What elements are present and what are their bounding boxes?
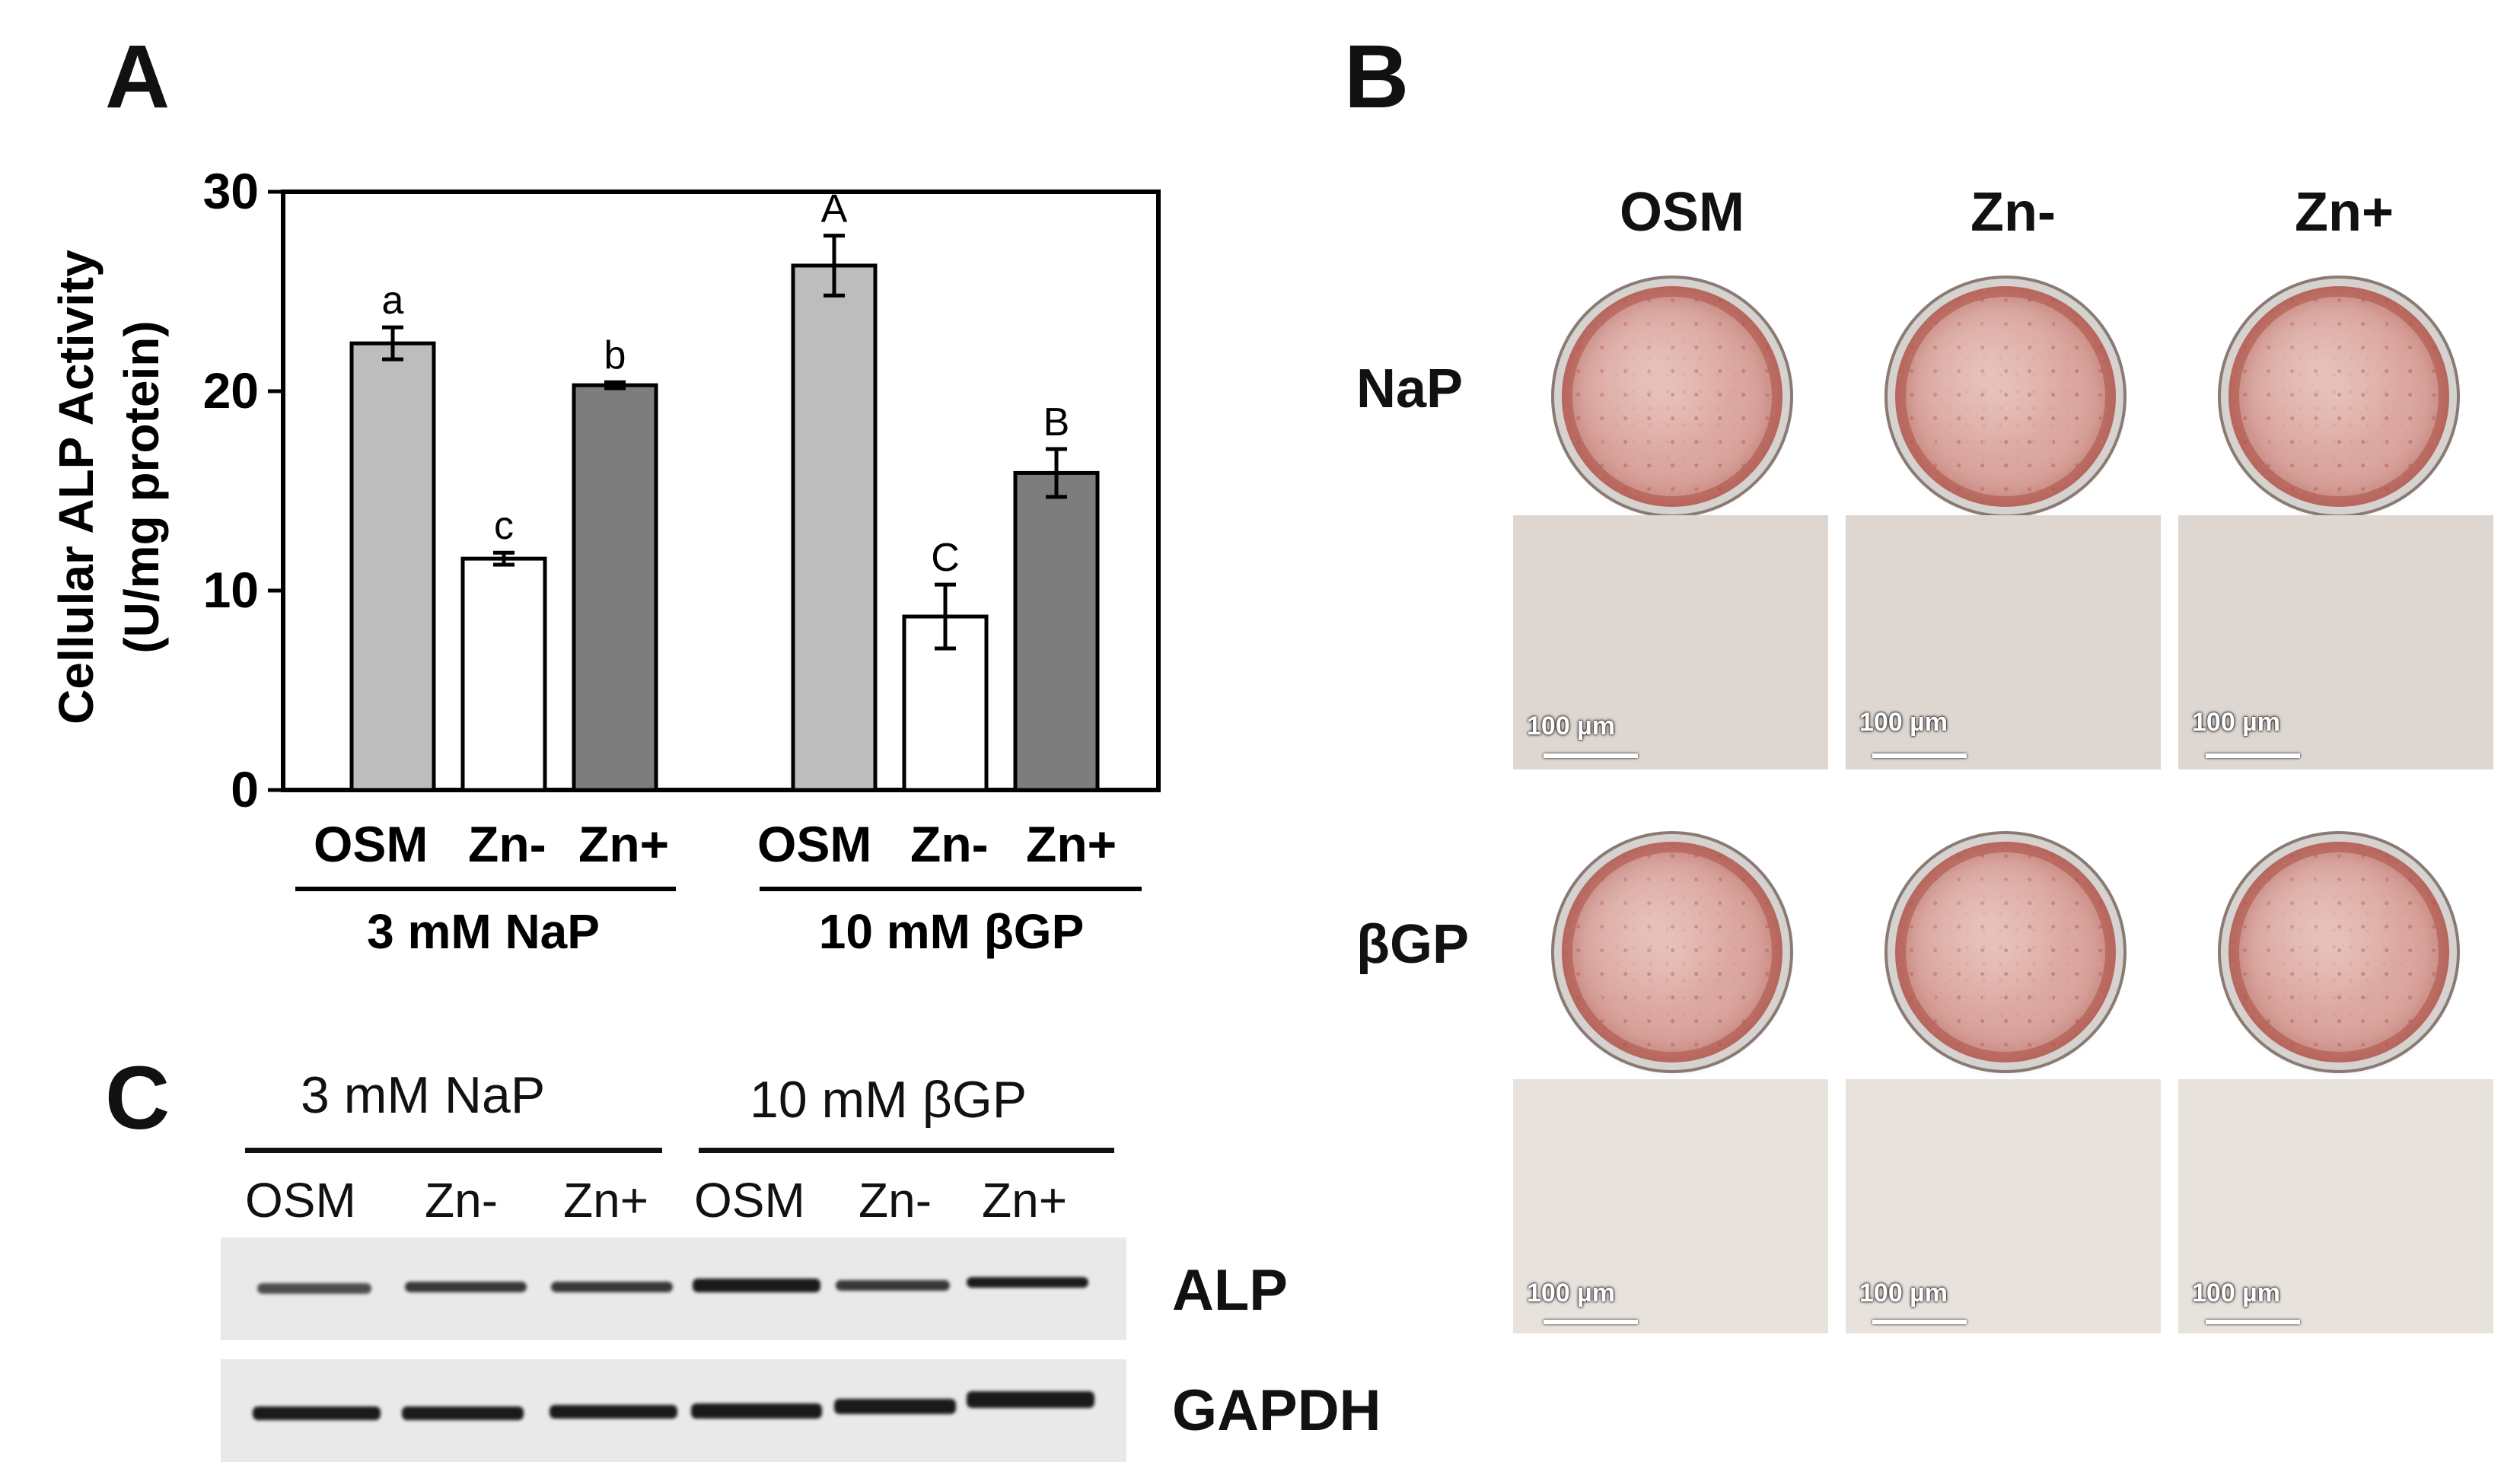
blot-band xyxy=(550,1405,677,1419)
bar xyxy=(349,341,436,792)
micrograph-nap-osm xyxy=(1513,515,1828,769)
panel-b-label: B xyxy=(1344,27,1410,127)
culture-dish-nap-zn-plus xyxy=(2228,286,2449,507)
scale-bar-label: 100 µm xyxy=(2192,708,2280,737)
significance-letter: a xyxy=(382,279,404,323)
culture-dish-bgp-osm xyxy=(1562,842,1782,1062)
x-category-label: Zn- xyxy=(910,816,989,872)
x-category-label: OSM xyxy=(757,816,871,872)
culture-dish-nap-osm xyxy=(1562,286,1782,507)
blot-band xyxy=(257,1283,371,1294)
lane-label: Zn- xyxy=(859,1173,932,1228)
column-header-zn-minus: Zn- xyxy=(1970,182,2056,243)
panel-a-label: A xyxy=(105,27,170,127)
blot-band xyxy=(967,1391,1094,1408)
x-group-label: 10 mM βGP xyxy=(819,904,1085,959)
row-label-bgp: βGP xyxy=(1356,914,1469,975)
blot-group-line-nap xyxy=(245,1148,662,1153)
blot-band xyxy=(405,1282,527,1292)
scale-bar-label: 100 µm xyxy=(1527,1279,1615,1308)
lane-label: Zn+ xyxy=(563,1173,649,1228)
row-label-nap: NaP xyxy=(1356,358,1464,419)
significance-letter: B xyxy=(1043,400,1070,444)
blot-group-line-bgp xyxy=(699,1148,1114,1153)
y-tick-label: 0 xyxy=(231,761,259,817)
plot-frame xyxy=(281,190,1161,792)
scale-bar xyxy=(1872,1320,1967,1324)
y-axis-title: Cellular ALP Activity xyxy=(49,250,104,725)
micrograph-bgp-zn-minus xyxy=(1846,1079,2161,1333)
x-category-label: OSM xyxy=(314,816,428,872)
lane-label: Zn+ xyxy=(982,1173,1068,1228)
blot-alp xyxy=(221,1238,1126,1340)
blot-gapdh xyxy=(221,1359,1126,1462)
blot-band xyxy=(693,1279,820,1292)
bar xyxy=(902,614,989,792)
scale-bar-label: 100 µm xyxy=(1859,708,1948,737)
blot-band xyxy=(402,1406,524,1420)
y-tick-label: 20 xyxy=(203,362,259,419)
culture-dish-bgp-zn-minus xyxy=(1895,842,2116,1062)
panel-c-label: C xyxy=(105,1048,170,1148)
blot-band xyxy=(691,1403,822,1419)
y-axis-title: (U/mg protein) xyxy=(114,320,169,653)
blot-group-label-bgp: 10 mM βGP xyxy=(750,1071,1027,1129)
significance-letter: A xyxy=(821,187,848,231)
culture-dish-nap-zn-minus xyxy=(1895,286,2116,507)
bar xyxy=(791,263,878,792)
scale-bar xyxy=(1872,753,1967,758)
y-tick-label: 30 xyxy=(203,163,259,219)
scale-bar-label: 100 µm xyxy=(2192,1279,2280,1308)
blot-band xyxy=(834,1399,956,1414)
bar xyxy=(1013,470,1100,792)
micrograph-bgp-osm xyxy=(1513,1079,1828,1333)
bar xyxy=(572,383,658,792)
scale-bar-label: 100 µm xyxy=(1527,712,1615,741)
scale-bar xyxy=(2206,1320,2300,1324)
x-category-label: Zn+ xyxy=(1026,816,1117,872)
x-category-label: Zn+ xyxy=(578,816,669,872)
micrograph-nap-zn-minus xyxy=(1846,515,2161,769)
bar xyxy=(460,556,547,792)
blot-label-gapdh: GAPDH xyxy=(1172,1378,1381,1443)
x-group-label: 3 mM NaP xyxy=(367,904,600,959)
blot-band xyxy=(551,1282,673,1292)
scale-bar xyxy=(2206,753,2300,758)
column-header-zn-plus: Zn+ xyxy=(2294,182,2394,243)
y-tick-label: 10 xyxy=(203,562,259,618)
blot-band xyxy=(253,1406,381,1420)
blot-band xyxy=(967,1277,1088,1288)
micrograph-bgp-zn-plus xyxy=(2178,1079,2493,1333)
culture-dish-bgp-zn-plus xyxy=(2228,842,2449,1062)
lane-label: OSM xyxy=(245,1173,356,1228)
blot-label-alp: ALP xyxy=(1172,1258,1288,1323)
significance-letter: b xyxy=(604,333,626,377)
significance-letter: c xyxy=(494,504,514,548)
bar-chart: 0 10 20 30 Cellular ALP Activity (U/mg protei… xyxy=(49,163,1161,959)
x-category-label: Zn- xyxy=(468,816,546,872)
scale-bar xyxy=(1544,753,1638,758)
lane-label: OSM xyxy=(694,1173,805,1228)
scale-bar xyxy=(1544,1320,1638,1324)
blot-group-label-nap: 3 mM NaP xyxy=(301,1066,546,1124)
blot-band xyxy=(836,1280,950,1291)
micrograph-nap-zn-plus xyxy=(2178,515,2493,769)
significance-letter: C xyxy=(931,536,960,580)
column-header-osm: OSM xyxy=(1619,182,1744,243)
scale-bar-label: 100 µm xyxy=(1859,1279,1948,1308)
lane-label: Zn- xyxy=(425,1173,498,1228)
